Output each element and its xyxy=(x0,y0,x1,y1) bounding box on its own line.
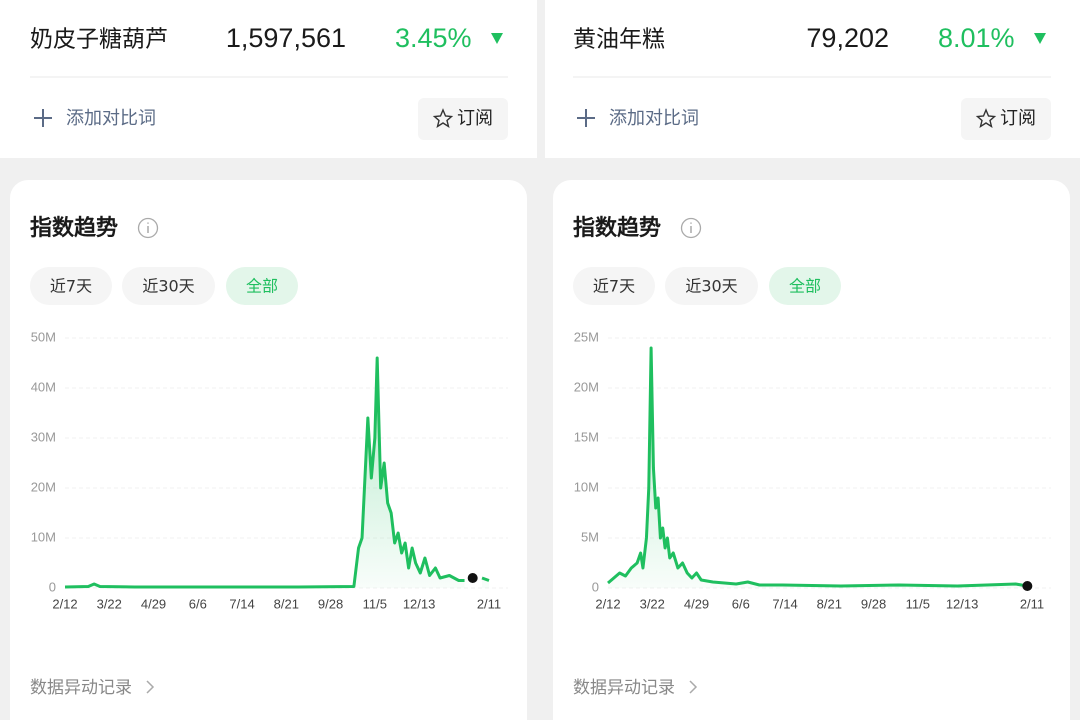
y-tick-label: 40M xyxy=(31,379,56,394)
range-pill[interactable]: 近30天 xyxy=(665,267,758,305)
footer-label: 数据异动记录 xyxy=(30,678,132,698)
chevron xyxy=(146,680,155,694)
x-tick-label: 2/12 xyxy=(595,596,620,611)
x-tick-label: 12/13 xyxy=(403,596,436,611)
x-tick-label: 11/5 xyxy=(906,596,930,611)
y-tick-label: 20M xyxy=(574,379,599,394)
x-tick-label: 6/6 xyxy=(189,596,207,611)
x-tick-label: 11/5 xyxy=(363,596,387,611)
x-tick-label: 7/14 xyxy=(229,596,254,611)
change: 3.45% xyxy=(395,23,472,53)
range-pill[interactable]: 全部 xyxy=(769,267,841,305)
y-tick-label: 25M xyxy=(574,329,599,344)
subscribe-button[interactable]: 订阅 xyxy=(418,98,508,140)
y-tick-label: 10M xyxy=(31,529,56,544)
current-point xyxy=(467,573,478,583)
add-compare[interactable]: 添加对比词 xyxy=(577,108,699,129)
range-pill[interactable]: 近7天 xyxy=(573,267,655,305)
button-bg xyxy=(961,98,1051,140)
pill-label: 近7天 xyxy=(50,277,92,296)
anomaly-link[interactable]: 数据异动记录 xyxy=(30,678,155,698)
card xyxy=(553,180,1070,720)
x-tick-label: 2/11 xyxy=(477,596,501,611)
x-tick-label: 12/13 xyxy=(946,596,979,611)
pill-label: 全部 xyxy=(789,277,821,296)
x-tick-label: 8/21 xyxy=(274,596,299,611)
y-tick-label: 10M xyxy=(574,479,599,494)
subscribe-label: 订阅 xyxy=(1000,108,1036,129)
subscribe-label: 订阅 xyxy=(457,108,493,129)
y-tick-label: 0 xyxy=(592,579,599,594)
y-tick-label: 15M xyxy=(574,429,599,444)
pill-label: 全部 xyxy=(246,277,278,296)
x-tick-label: 6/6 xyxy=(732,596,750,611)
pill-bg xyxy=(122,267,215,305)
pill-bg xyxy=(30,267,112,305)
change: 8.01% xyxy=(938,23,1015,53)
pill-label: 近30天 xyxy=(142,277,194,296)
down-triangle xyxy=(1034,33,1046,44)
plus-icon xyxy=(34,109,52,127)
x-tick-label: 2/12 xyxy=(52,596,77,611)
pill-bg xyxy=(226,267,298,305)
footer-label: 数据异动记录 xyxy=(573,678,675,698)
range-pill[interactable]: 近30天 xyxy=(122,267,215,305)
info-icon xyxy=(680,217,702,239)
y-tick-label: 30M xyxy=(31,429,56,444)
pill-bg xyxy=(769,267,841,305)
range-pill[interactable]: 全部 xyxy=(226,267,298,305)
x-tick-label: 8/21 xyxy=(817,596,842,611)
y-tick-label: 0 xyxy=(49,579,56,594)
y-tick-label: 50M xyxy=(31,329,56,344)
button-bg xyxy=(418,98,508,140)
x-tick-label: 7/14 xyxy=(772,596,797,611)
current-point xyxy=(1022,581,1033,591)
keyword: 奶皮子糖葫芦 xyxy=(30,27,168,53)
x-tick-label: 9/28 xyxy=(318,596,343,611)
index-value: 79,202 xyxy=(806,23,889,53)
y-tick-label: 20M xyxy=(31,479,56,494)
range-pill[interactable]: 近7天 xyxy=(30,267,112,305)
star-icon xyxy=(432,108,454,129)
chevron xyxy=(689,680,698,694)
anomaly-link[interactable]: 数据异动记录 xyxy=(573,678,698,698)
line xyxy=(607,346,1028,588)
pill-label: 近7天 xyxy=(593,277,635,296)
section-title: 指数趋势 xyxy=(573,215,661,241)
info-icon xyxy=(137,217,159,239)
x-tick-label: 4/29 xyxy=(141,596,166,611)
area xyxy=(608,348,1028,588)
index-value: 1,597,561 xyxy=(226,23,346,53)
y-tick-label: 5M xyxy=(581,529,599,544)
add-compare-label: 添加对比词 xyxy=(66,108,156,129)
pill-label: 近30天 xyxy=(685,277,737,296)
card xyxy=(10,180,527,720)
plus-icon xyxy=(577,109,595,127)
pill-bg xyxy=(665,267,758,305)
add-compare[interactable]: 添加对比词 xyxy=(34,108,156,129)
down-triangle xyxy=(491,33,503,44)
add-compare-label: 添加对比词 xyxy=(609,108,699,129)
keyword: 黄油年糕 xyxy=(573,27,665,53)
star-icon xyxy=(975,108,997,129)
pill-bg xyxy=(573,267,655,305)
x-tick-label: 4/29 xyxy=(684,596,709,611)
x-tick-label: 9/28 xyxy=(861,596,886,611)
section-title: 指数趋势 xyxy=(30,215,118,241)
area xyxy=(65,358,489,588)
line xyxy=(64,356,490,589)
x-tick-label: 3/22 xyxy=(640,596,665,611)
x-tick-label: 2/11 xyxy=(1020,596,1044,611)
subscribe-button[interactable]: 订阅 xyxy=(961,98,1051,140)
x-tick-label: 3/22 xyxy=(97,596,122,611)
